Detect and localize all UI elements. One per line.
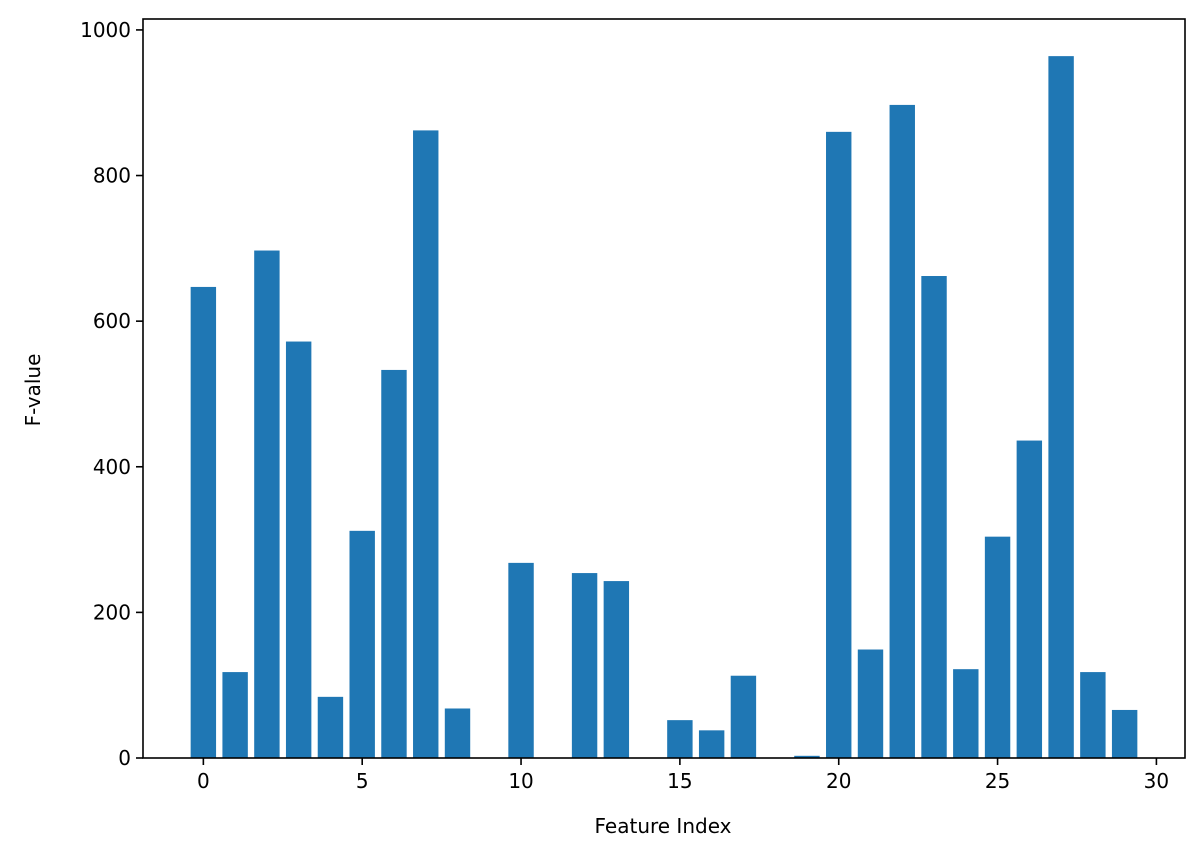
bar-series [190, 56, 1138, 759]
x-tick-label: 10 [508, 769, 533, 793]
x-axis: 0 5 10 15 20 25 30 [197, 758, 1169, 793]
plot-frame [142, 18, 1186, 759]
bar [794, 755, 820, 758]
y-tick-label: 600 [93, 309, 131, 333]
y-axis: 0 200 400 600 800 1000 [80, 18, 143, 770]
bar [571, 573, 598, 758]
y-tick-label: 0 [118, 746, 131, 770]
x-tick-label: 30 [1144, 769, 1169, 793]
x-tick-label: 5 [356, 769, 369, 793]
bar [317, 696, 344, 758]
bar [1080, 672, 1106, 758]
bar [667, 720, 693, 758]
bar [857, 649, 884, 758]
y-tick-label: 400 [93, 455, 131, 479]
bar [508, 562, 534, 758]
bar [254, 250, 280, 759]
x-tick-label: 0 [197, 769, 210, 793]
y-tick-label: 800 [93, 164, 131, 188]
bar [285, 341, 312, 758]
bar [984, 536, 1011, 758]
bar [349, 530, 375, 758]
bar [1016, 440, 1043, 758]
y-tick-label: 200 [93, 600, 131, 624]
x-tick-label: 25 [985, 769, 1010, 793]
y-axis-label: F-value [21, 354, 45, 427]
bar [730, 675, 757, 758]
bar [698, 730, 725, 758]
bar [222, 672, 248, 758]
x-axis-label: Feature Index [595, 814, 732, 838]
x-tick-label: 15 [667, 769, 692, 793]
bar [603, 581, 630, 758]
bar [1048, 56, 1074, 758]
bar [413, 130, 439, 758]
bar [953, 669, 979, 758]
bar [889, 104, 915, 758]
bar [1111, 709, 1138, 758]
x-tick-label: 20 [826, 769, 851, 793]
y-tick-label: 1000 [80, 18, 131, 42]
bar [381, 369, 407, 758]
bar [444, 708, 471, 758]
bar [190, 286, 217, 758]
bar [921, 276, 947, 758]
bar [826, 131, 852, 758]
